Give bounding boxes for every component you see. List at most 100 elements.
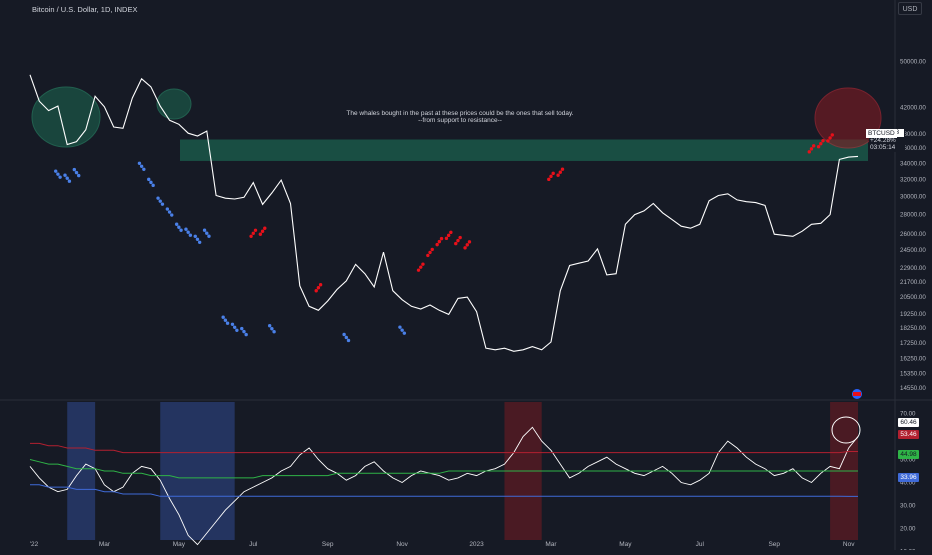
price-axis-tick: 34000.00 (900, 160, 926, 167)
price-axis-tick: 19250.00 (900, 311, 926, 318)
price-axis-tick: 28000.00 (900, 212, 926, 219)
sell-dot (816, 144, 821, 149)
buy-dot (139, 164, 144, 168)
sell-dot (439, 236, 444, 241)
indicator-axis-tick: 20.00 (900, 526, 916, 533)
buy-dot (67, 179, 72, 183)
buy-dot (177, 225, 181, 229)
whale-circle-2 (156, 88, 192, 120)
whale-zone-band (180, 139, 868, 161)
price-axis-tick: 32000.00 (900, 176, 926, 183)
oscillator-line (29, 426, 859, 546)
buy-dot (74, 170, 79, 175)
buy-dot (156, 196, 160, 200)
buy-dot (242, 329, 246, 334)
buy-dot (402, 331, 407, 335)
buy-dot (232, 325, 237, 329)
lower-band-label: 33.96 (898, 473, 919, 482)
price-axis-tick: 30000.00 (900, 193, 926, 200)
price-change: +24.28% (870, 136, 896, 144)
buy-dot (165, 207, 170, 211)
sell-dot (454, 241, 458, 246)
buy-dot (54, 169, 58, 173)
buy-dot (58, 175, 62, 179)
upper-band-label: 53.46 (898, 430, 919, 439)
indicator-shade-buy-0 (67, 402, 96, 540)
sell-dot (830, 133, 834, 137)
price-axis-tick: 22900.00 (900, 265, 926, 272)
indicator-shade-buy-1 (160, 402, 235, 540)
buy-dot (174, 222, 179, 226)
buy-dot (63, 173, 67, 177)
zone-annotation: The whales bought in the past at these p… (260, 110, 660, 124)
buy-dot (244, 332, 248, 337)
price-axis-tick: 17250.00 (900, 340, 926, 347)
buy-dot (230, 322, 235, 326)
indicator-axis-tick: 70.00 (900, 411, 916, 418)
buy-dot (205, 231, 209, 235)
buy-dot (65, 176, 69, 180)
buy-dot (179, 228, 183, 232)
upper-band-line (30, 442, 858, 454)
x-axis-tick: 2023 (469, 541, 484, 548)
x-axis-tick: Jul (249, 541, 258, 548)
price-axis-tick: 38000.00 (900, 131, 926, 138)
symbol-tag: BTCUSD (866, 129, 897, 138)
buy-dot (142, 167, 146, 171)
sell-dot (249, 234, 253, 238)
sell-dot (556, 173, 560, 177)
sell-dot (426, 253, 430, 258)
buy-dot (193, 234, 197, 238)
currency-button[interactable]: USD (898, 2, 922, 15)
buy-dot (186, 230, 190, 234)
sell-dot (428, 250, 432, 255)
price-countdown: 03:05:14 (870, 144, 896, 151)
buy-dot (342, 332, 346, 337)
sell-dot (316, 286, 321, 290)
price-axis-tick: 14550.00 (900, 385, 926, 392)
sell-dot (318, 283, 323, 287)
sell-dot (446, 233, 451, 238)
buy-dot (221, 315, 225, 319)
buy-dot (56, 172, 60, 176)
sell-dot (260, 229, 265, 233)
sell-dot (551, 171, 555, 176)
price-axis-tick: 26000.00 (900, 231, 926, 238)
price-axis-tick: 42000.00 (900, 104, 926, 111)
sell-dot (465, 243, 469, 247)
buy-dot (344, 335, 349, 340)
indicator-axis-tick: 50.00 (900, 457, 916, 464)
buy-dot (235, 328, 239, 332)
sell-dot (560, 167, 565, 171)
price-axis-tick: 21700.00 (900, 279, 926, 286)
price-axis-tick: 50000.00 (900, 58, 926, 65)
sell-dot (416, 268, 421, 272)
sell-dot (258, 232, 263, 236)
sell-dot (467, 240, 472, 244)
price-line (29, 74, 859, 352)
sell-dot (456, 238, 460, 243)
sell-dot (463, 246, 467, 250)
mid-band-label: 44.98 (898, 450, 919, 459)
lower-band-line (30, 484, 858, 497)
buy-dot (167, 210, 172, 214)
sell-dot (251, 231, 255, 235)
buy-dot (223, 318, 228, 322)
buy-dot (207, 234, 211, 238)
indicator-axis-tick: 30.00 (900, 503, 916, 510)
buy-dot (160, 202, 165, 206)
mid-band-line (29, 459, 858, 479)
sell-circle (814, 87, 882, 149)
sell-dot (558, 170, 562, 174)
buy-dot (188, 233, 193, 237)
sell-dot (449, 230, 453, 235)
buy-dot (346, 338, 351, 343)
sell-dot (828, 136, 832, 140)
buy-dot (202, 228, 207, 232)
price-axis-tick: 20500.00 (900, 294, 926, 301)
buy-dot (272, 330, 276, 334)
buy-dot (195, 237, 200, 241)
x-axis-tick: Nov (843, 541, 855, 548)
